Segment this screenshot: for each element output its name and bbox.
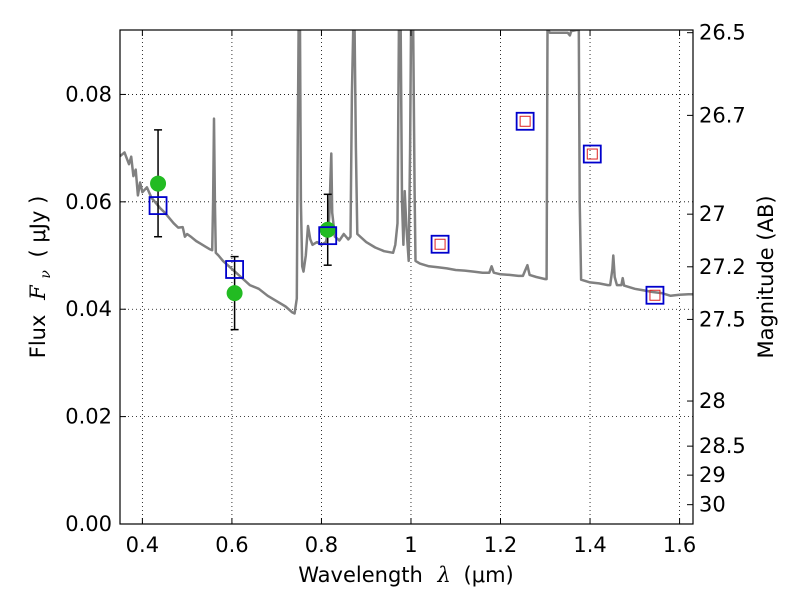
inner-square [586,148,598,160]
mag-tick-label: 28 [699,389,726,413]
y-tick-label: 0.00 [65,512,112,536]
model-square [515,111,535,131]
observed-point [226,285,243,302]
mag-tick-label: 27.5 [699,307,746,331]
y-tick-label: 0.02 [65,405,112,429]
inner-square [519,115,531,127]
inner-square [649,289,661,301]
plot-frame [119,29,694,525]
mag-tick-label: 27.2 [699,255,746,279]
x-tick-label: 0.8 [305,533,338,557]
y2-axis-label: Magnitude (AB) [754,195,778,358]
inner-square [434,238,446,250]
markers-layer [148,111,665,331]
y-axis-label: Flux F ν ( μJy ) [26,196,55,359]
mag-tick-label: 28.5 [699,434,746,458]
x-tick-label: 0.4 [126,533,159,557]
plot-area [120,30,693,331]
mag-tick-label: 29 [699,463,726,487]
x-axis-label-text: Wavelength [298,563,423,587]
y-tick-label: 0.08 [65,82,112,106]
y-axis-label-text: Flux [26,315,50,359]
y-tick-label: 0.06 [65,190,112,214]
plot-background [120,30,693,524]
model-square [225,260,245,279]
y-axis-label-unit: ( μJy ) [26,196,50,258]
x-axis-label-unit: (μm) [464,563,514,587]
observed-point [150,175,167,192]
model-square [318,226,338,246]
x-tick-label: 1.6 [663,533,696,557]
x-tick-label: 1 [404,533,417,557]
mag-tick-label: 26.7 [699,103,746,127]
y-axis-label-symbol: F [26,284,50,301]
y-tick-label: 0.04 [65,297,112,321]
spectrum-layer [120,30,693,315]
mag-tick-label: 26.5 [699,21,746,45]
spectrum-line [120,30,693,315]
model-square [148,196,168,215]
model-square [430,234,450,254]
observed-point [319,221,336,238]
x-axis-label-symbol: λ [437,563,451,587]
x-tick-label: 1.2 [484,533,517,557]
mag-tick-label: 27 [699,202,726,226]
ticks: 0.4 0.6 0.8 1 1.2 1.4 1.6 0.00 0.02 0.04 0.06 0.08 2… [65,21,746,557]
model-square [645,285,665,305]
x-tick-label: 1.4 [573,533,606,557]
x-axis-label: Wavelength λ (μm) [298,563,513,587]
y-axis-label-subscript: ν [38,270,54,279]
mag-tick-label: 30 [699,493,726,517]
model-square [582,144,602,164]
x-tick-label: 0.6 [215,533,248,557]
